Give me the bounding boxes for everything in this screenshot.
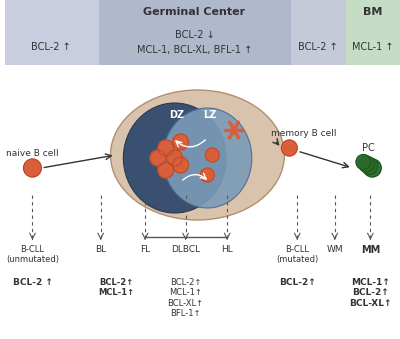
Circle shape: [167, 150, 183, 166]
Text: MCL-1 ↑: MCL-1 ↑: [352, 42, 393, 52]
Text: Germinal Center: Germinal Center: [144, 7, 246, 17]
Circle shape: [173, 157, 188, 173]
Text: HL: HL: [221, 245, 233, 254]
Circle shape: [364, 159, 381, 177]
Text: LZ: LZ: [203, 110, 216, 120]
Text: DLBCL: DLBCL: [171, 245, 200, 254]
Circle shape: [282, 140, 297, 156]
Text: DZ: DZ: [169, 110, 184, 120]
Text: PC: PC: [362, 143, 375, 153]
Bar: [291, 0, 346, 65]
Text: MCL-1, BCL-XL, BFL-1 ↑: MCL-1, BCL-XL, BFL-1 ↑: [137, 45, 252, 55]
Bar: [99, 0, 291, 65]
Circle shape: [158, 140, 174, 156]
Text: WM: WM: [326, 245, 343, 254]
Text: MCL-1↑
BCL-2↑
BCL-XL↑: MCL-1↑ BCL-2↑ BCL-XL↑: [349, 278, 392, 308]
Bar: [5, 0, 99, 65]
Circle shape: [24, 159, 41, 177]
Text: BCL-2 ↑: BCL-2 ↑: [298, 42, 338, 52]
Ellipse shape: [163, 108, 252, 208]
Text: BCL-2↑
MCL-1↑
BCL-XL↑
BFL-1↑: BCL-2↑ MCL-1↑ BCL-XL↑ BFL-1↑: [168, 278, 204, 318]
Text: BCL-2 ↑: BCL-2 ↑: [12, 278, 52, 287]
Text: BCL-2↑
MCL-1↑: BCL-2↑ MCL-1↑: [98, 278, 134, 297]
Text: naive B cell: naive B cell: [6, 148, 59, 158]
Text: BL: BL: [95, 245, 106, 254]
Circle shape: [358, 156, 374, 172]
Circle shape: [158, 162, 174, 178]
Text: FL: FL: [140, 245, 150, 254]
Circle shape: [200, 168, 214, 182]
Circle shape: [356, 155, 371, 170]
Text: BCL-2↑: BCL-2↑: [279, 278, 316, 287]
Text: BCL-2 ↓: BCL-2 ↓: [175, 30, 214, 40]
Text: B-CLL
(unmutated): B-CLL (unmutated): [6, 245, 59, 264]
Text: B-CLL
(mutated): B-CLL (mutated): [276, 245, 318, 264]
Circle shape: [150, 150, 166, 166]
Text: memory B cell: memory B cell: [272, 128, 337, 138]
Bar: [346, 0, 400, 65]
Ellipse shape: [110, 90, 284, 220]
Text: MM: MM: [361, 245, 380, 255]
Circle shape: [205, 148, 219, 162]
Text: BCL-2 ↑: BCL-2 ↑: [31, 42, 71, 52]
Text: BM: BM: [363, 7, 382, 17]
Circle shape: [361, 158, 378, 175]
Circle shape: [173, 134, 188, 150]
Ellipse shape: [123, 103, 226, 213]
